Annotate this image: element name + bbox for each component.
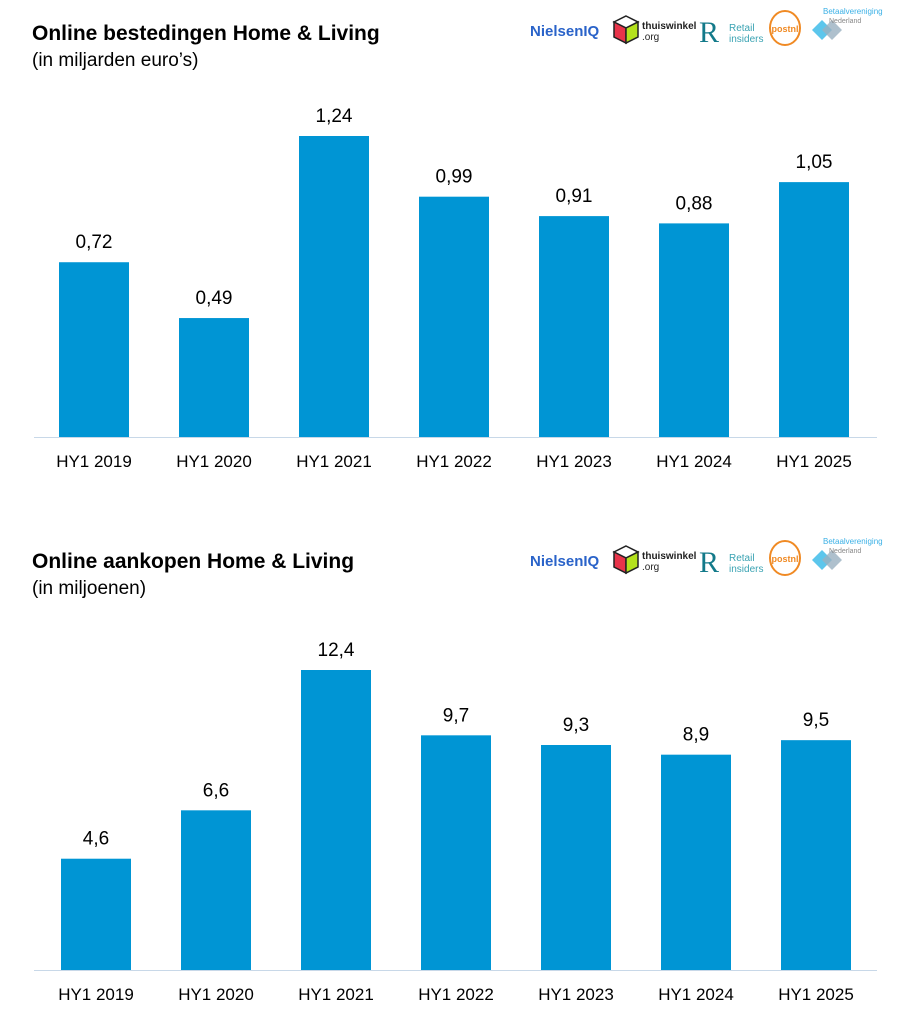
svg-text:Retail: Retail bbox=[729, 553, 755, 564]
bar bbox=[419, 196, 489, 437]
data-label: 0,72 bbox=[76, 232, 113, 253]
svg-text:insiders: insiders bbox=[729, 564, 763, 575]
bar bbox=[299, 136, 369, 437]
bar bbox=[59, 262, 129, 437]
thuiswinkel-logo bbox=[612, 545, 640, 575]
data-label: 9,5 bbox=[803, 710, 829, 731]
svg-text:thuiswinkel: thuiswinkel bbox=[642, 21, 697, 32]
bar bbox=[181, 810, 251, 970]
data-label: 8,9 bbox=[683, 725, 709, 746]
chart2-title: Online aankopen Home & Living bbox=[32, 550, 354, 573]
svg-text:Betaalvereniging: Betaalvereniging bbox=[823, 537, 883, 546]
bar bbox=[179, 318, 249, 437]
data-label: 1,05 bbox=[796, 152, 833, 173]
x-tick-label: HY1 2021 bbox=[296, 452, 372, 471]
data-label: 12,4 bbox=[318, 640, 355, 661]
data-label: 6,6 bbox=[203, 780, 229, 801]
nielseniq-logo: NielsenIQ bbox=[530, 553, 600, 570]
postnl-logo bbox=[769, 10, 801, 46]
bar bbox=[541, 745, 611, 970]
bar bbox=[301, 670, 371, 970]
chart2-bars: 4,6 HY1 2019 6,6 HY1 2020 12,4 HY1 2021 9,7 HY1… bbox=[34, 640, 877, 1004]
svg-text:Nederland: Nederland bbox=[829, 548, 861, 555]
bar bbox=[539, 216, 609, 437]
betaalvereniging-logo: Betaalvereniging Nederland bbox=[812, 7, 883, 40]
data-label: 9,3 bbox=[563, 715, 589, 736]
bar bbox=[779, 182, 849, 437]
bar bbox=[61, 858, 131, 970]
data-label: 9,7 bbox=[443, 705, 469, 726]
bar bbox=[421, 735, 491, 970]
x-tick-label: HY1 2024 bbox=[656, 452, 732, 471]
svg-text:Betaalvereniging: Betaalvereniging bbox=[823, 7, 883, 16]
x-tick-label: HY1 2019 bbox=[58, 985, 134, 1004]
data-label: 0,88 bbox=[676, 193, 713, 214]
x-tick-label: HY1 2022 bbox=[418, 985, 494, 1004]
svg-text:postnl: postnl bbox=[772, 554, 799, 564]
data-label: 0,99 bbox=[436, 167, 473, 188]
x-tick-label: HY1 2023 bbox=[536, 452, 612, 471]
x-tick-label: HY1 2025 bbox=[778, 985, 854, 1004]
postnl-logo bbox=[769, 540, 801, 576]
bar bbox=[781, 740, 851, 970]
data-label: 1,24 bbox=[316, 106, 353, 127]
bar bbox=[659, 223, 729, 437]
retail-insiders-logo: R bbox=[699, 546, 719, 579]
x-tick-label: HY1 2020 bbox=[176, 452, 252, 471]
retail-insiders-logo: R bbox=[699, 16, 719, 49]
svg-text:Retail: Retail bbox=[729, 23, 755, 34]
x-tick-label: HY1 2023 bbox=[538, 985, 614, 1004]
svg-text:postnl: postnl bbox=[772, 24, 799, 34]
data-label: 4,6 bbox=[83, 829, 109, 850]
betaalvereniging-logo: Betaalvereniging Nederland bbox=[812, 537, 883, 570]
svg-text:.org: .org bbox=[642, 562, 659, 573]
x-tick-label: HY1 2020 bbox=[178, 985, 254, 1004]
chart2-subtitle: (in miljoenen) bbox=[32, 578, 146, 599]
chart1-subtitle: (in miljarden euro’s) bbox=[32, 50, 199, 71]
svg-text:thuiswinkel: thuiswinkel bbox=[642, 551, 697, 562]
data-label: 0,91 bbox=[556, 186, 593, 207]
x-tick-label: HY1 2022 bbox=[416, 452, 492, 471]
svg-text:.org: .org bbox=[642, 32, 659, 43]
x-tick-label: HY1 2019 bbox=[56, 452, 132, 471]
nielseniq-logo: NielsenIQ bbox=[530, 23, 600, 40]
chart1-bars: 0,72 HY1 2019 0,49 HY1 2020 1,24 HY1 2021 0,99… bbox=[34, 106, 877, 471]
thuiswinkel-logo bbox=[612, 15, 640, 45]
svg-text:insiders: insiders bbox=[729, 34, 763, 45]
x-tick-label: HY1 2024 bbox=[658, 985, 734, 1004]
data-label: 0,49 bbox=[196, 288, 233, 309]
bar bbox=[661, 754, 731, 970]
svg-text:Nederland: Nederland bbox=[829, 18, 861, 25]
x-tick-label: HY1 2021 bbox=[298, 985, 374, 1004]
x-tick-label: HY1 2025 bbox=[776, 452, 852, 471]
chart1-title: Online bestedingen Home & Living bbox=[32, 22, 380, 45]
